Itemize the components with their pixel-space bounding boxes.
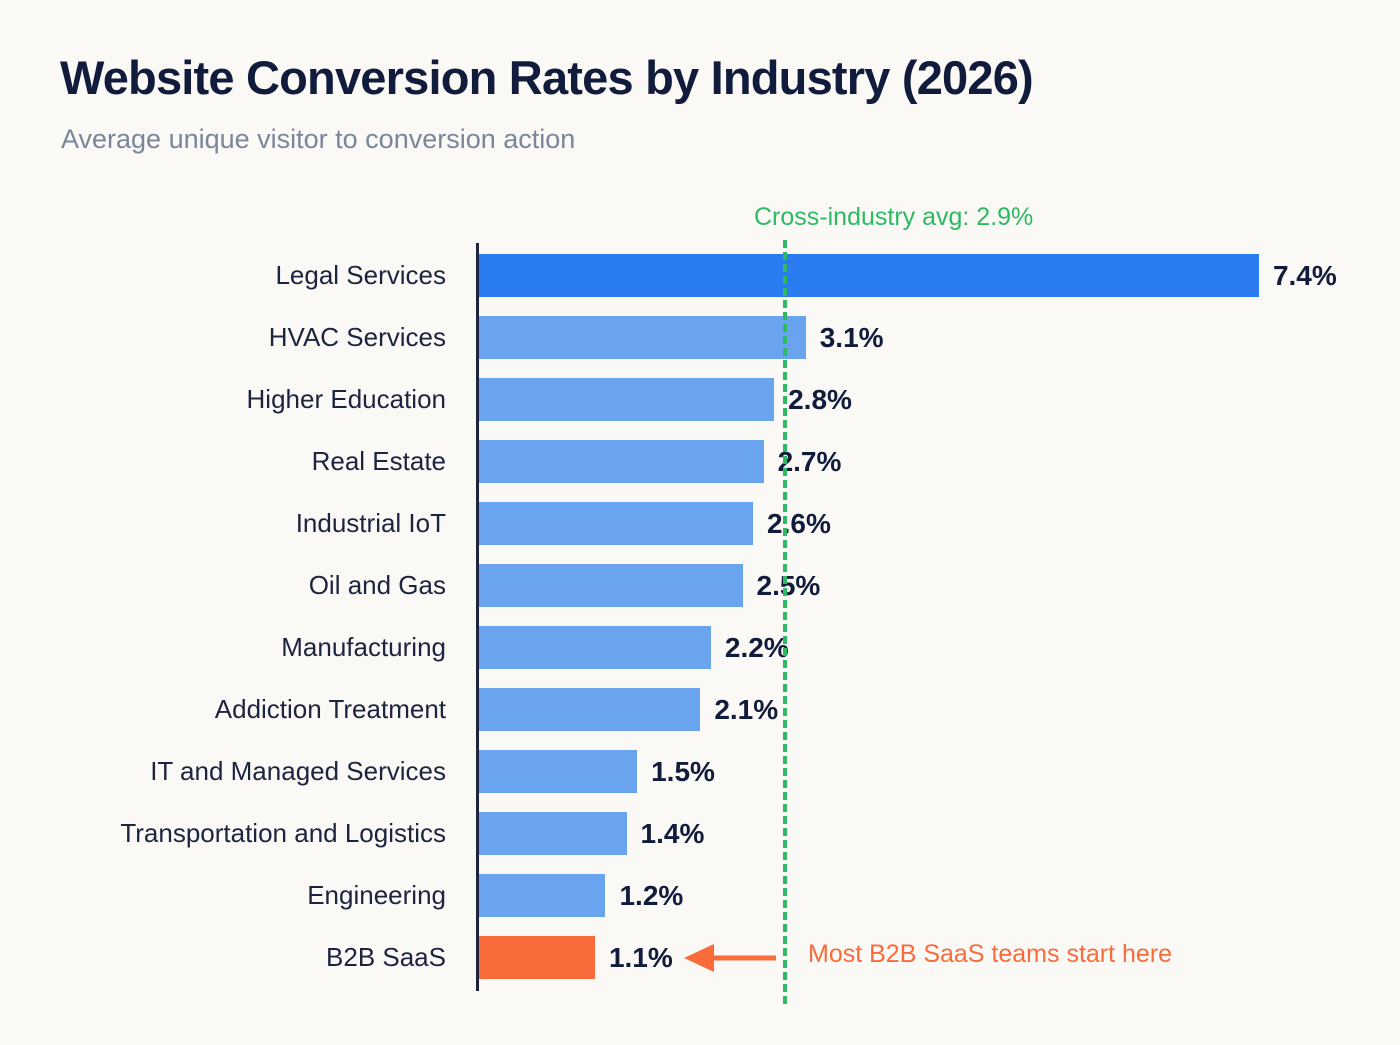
y-axis-line (476, 243, 479, 991)
bar (479, 254, 1259, 297)
bar-row: Legal Services 7.4% (0, 254, 1400, 316)
bar-value-label: 2.1% (714, 694, 779, 725)
callout-annotation-label: Most B2B SaaS teams start here (808, 940, 1173, 968)
chart-subtitle: Average unique visitor to conversion act… (61, 124, 576, 154)
bar (479, 378, 775, 421)
bar-value-label: 1.4% (640, 818, 705, 849)
bar (479, 688, 701, 731)
bar-row: Transportation and Logistics 1.4% (0, 812, 1400, 874)
category-label: Higher Education (246, 384, 446, 414)
bar-row: Addiction Treatment 2.1% (0, 688, 1400, 750)
bar (479, 316, 806, 359)
bar-row: Industrial IoT 2.6% (0, 502, 1400, 564)
bar-value-label: 2.2% (724, 632, 789, 663)
category-label: Engineering (307, 880, 446, 910)
category-label: Real Estate (311, 446, 446, 476)
bar (479, 626, 711, 669)
bar-value-label: 3.1% (819, 322, 884, 353)
bar-row: IT and Managed Services 1.5% (0, 750, 1400, 812)
bar-value-label: 2.6% (767, 508, 831, 539)
bar (479, 564, 743, 607)
category-label: Transportation and Logistics (120, 818, 446, 848)
bar-value-label: 1.2% (619, 880, 684, 911)
bar-value-label: 2.7% (777, 446, 842, 477)
bar-row: Manufacturing 2.2% (0, 626, 1400, 688)
bar (479, 440, 764, 483)
bar-row: Higher Education 2.8% (0, 378, 1400, 440)
arrow-left-icon (684, 944, 776, 972)
bar-row: Engineering 1.2% (0, 874, 1400, 936)
bar-row: Real Estate 2.7% (0, 440, 1400, 502)
bar-value-label: 7.4% (1272, 260, 1337, 291)
category-label: Oil and Gas (308, 570, 446, 600)
category-label: Industrial IoT (295, 508, 446, 538)
bar-row: B2B SaaS 1.1% (0, 936, 1400, 998)
bar-row: Oil and Gas 2.5% (0, 564, 1400, 626)
category-label: IT and Managed Services (150, 756, 446, 786)
category-label: Manufacturing (281, 632, 446, 662)
bar (479, 502, 754, 545)
bar (479, 874, 606, 917)
bar-value-label: 2.8% (788, 384, 852, 415)
average-reference-line (783, 240, 787, 1004)
bar-value-label: 2.5% (756, 570, 821, 601)
category-label: HVAC Services (268, 322, 446, 352)
average-reference-label: Cross-industry avg: 2.9% (754, 203, 1034, 231)
bar (479, 750, 638, 793)
category-label: B2B SaaS (326, 942, 446, 972)
bar-row: HVAC Services 3.1% (0, 316, 1400, 378)
bar (479, 812, 627, 855)
bar-value-label: 1.5% (651, 756, 715, 787)
category-label: Legal Services (275, 260, 446, 290)
bar (479, 936, 595, 979)
page-title: Website Conversion Rates by Industry (20… (60, 51, 1034, 104)
bar-value-label: 1.1% (608, 942, 673, 973)
category-label: Addiction Treatment (214, 694, 446, 724)
